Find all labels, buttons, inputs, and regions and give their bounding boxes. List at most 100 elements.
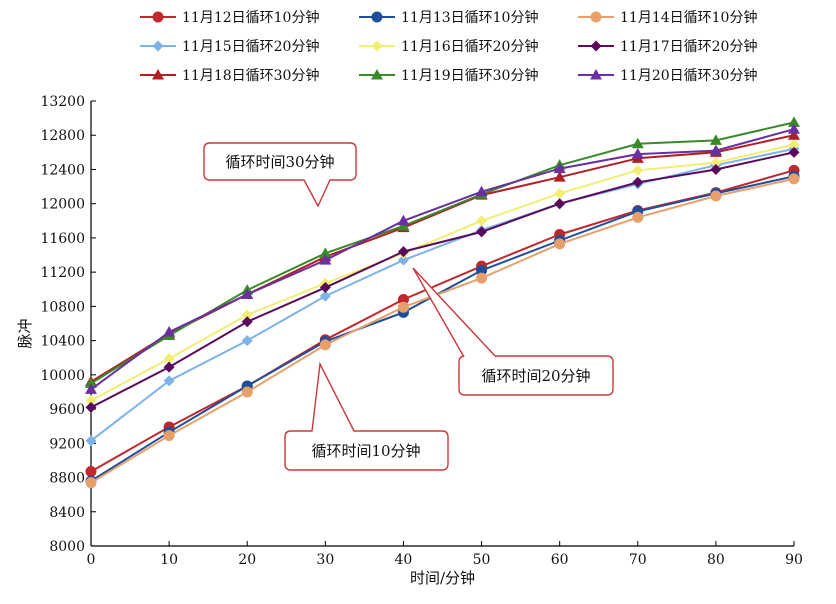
y-tick-label: 12000 xyxy=(40,197,85,213)
legend: 11月12日循环10分钟 11月13日循环10分钟 11月14日循环10分钟 11月1… xyxy=(140,9,757,84)
series-layer xyxy=(85,116,800,489)
y-tick-label: 13200 xyxy=(40,94,85,110)
x-axis-title: 时间/分钟 xyxy=(410,569,475,587)
callout-20min-text: 循环时间20分钟 xyxy=(481,367,590,385)
data-point xyxy=(85,466,97,478)
data-point xyxy=(788,139,800,151)
y-tick-label: 10400 xyxy=(40,334,85,350)
data-point xyxy=(788,116,800,127)
data-point xyxy=(553,162,566,174)
series-line xyxy=(90,143,795,402)
callout-10min: 循环时间10分钟 xyxy=(284,361,449,471)
data-point xyxy=(476,215,488,227)
data-point xyxy=(241,309,253,321)
x-tick-label: 70 xyxy=(629,552,647,568)
data-point xyxy=(397,246,409,258)
y-tick-label: 8400 xyxy=(49,505,85,521)
data-point xyxy=(476,272,488,284)
legend-swatch-marker xyxy=(152,11,164,23)
legend-swatch-marker xyxy=(371,69,383,80)
legend-item: 11月20日循环30分钟 xyxy=(578,67,757,84)
data-point xyxy=(476,226,488,238)
data-point xyxy=(163,326,176,337)
data-point xyxy=(241,386,253,398)
data-point xyxy=(163,361,175,373)
data-point xyxy=(788,123,800,134)
data-point xyxy=(788,129,800,140)
legend-label: 11月17日循环20分钟 xyxy=(620,38,757,55)
data-point xyxy=(709,144,722,156)
data-point xyxy=(319,247,332,258)
series-5 xyxy=(85,139,800,407)
data-point xyxy=(632,211,644,223)
legend-item: 11月18日循环30分钟 xyxy=(140,67,319,84)
series-3 xyxy=(85,173,800,489)
legend-item: 11月12日循环10分钟 xyxy=(140,9,319,26)
data-point xyxy=(631,137,644,149)
data-point xyxy=(85,477,97,489)
x-tick-label: 80 xyxy=(707,552,725,568)
legend-swatch-marker xyxy=(371,40,383,52)
y-tick-label: 10000 xyxy=(40,368,85,384)
legend-item: 11月13日循环10分钟 xyxy=(359,9,538,26)
y-tick-label: 12400 xyxy=(40,162,85,178)
y-tick-label: 12800 xyxy=(40,128,85,144)
series-line xyxy=(90,175,795,482)
legend-swatch-marker xyxy=(371,11,383,23)
series-4 xyxy=(85,143,800,447)
data-point xyxy=(241,288,254,299)
data-point xyxy=(554,187,566,199)
legend-label: 11月20日循环30分钟 xyxy=(620,67,757,84)
legend-swatch-marker xyxy=(152,69,164,80)
data-point xyxy=(163,375,175,387)
data-point xyxy=(553,171,566,182)
y-axis-ticks: 8000 8400 8800 9200 9600 10000 10400 10800 11200… xyxy=(40,94,96,555)
data-point xyxy=(710,163,722,175)
callout-30min-text: 循环时间30分钟 xyxy=(225,153,334,171)
data-point xyxy=(554,238,566,250)
callout-20min: 循环时间20分钟 xyxy=(412,267,614,396)
data-point xyxy=(632,164,644,176)
y-tick-label: 11600 xyxy=(40,231,85,247)
data-point xyxy=(163,430,175,442)
legend-label: 11月12日循环10分钟 xyxy=(182,9,319,26)
legend-label: 11月16日循环20分钟 xyxy=(401,38,538,55)
legend-label: 11月18日循环30分钟 xyxy=(182,67,319,84)
x-axis-ticks: 0 10 20 30 40 50 60 70 80 90 xyxy=(87,541,803,568)
legend-label: 11月13日循环10分钟 xyxy=(401,9,538,26)
series-9 xyxy=(85,123,800,394)
y-tick-label: 9200 xyxy=(49,436,85,452)
data-point xyxy=(710,157,722,169)
data-point xyxy=(163,353,175,365)
y-tick-label: 8000 xyxy=(49,539,85,555)
x-tick-label: 90 xyxy=(785,552,803,568)
legend-label: 11月14日循环10分钟 xyxy=(620,9,757,26)
data-point xyxy=(554,198,566,210)
data-point xyxy=(631,148,644,159)
x-tick-label: 40 xyxy=(395,552,413,568)
legend-item: 11月14日循环10分钟 xyxy=(578,9,757,26)
data-point xyxy=(710,190,722,202)
legend-swatch-marker xyxy=(590,69,602,80)
data-point xyxy=(788,146,800,158)
data-point xyxy=(397,301,409,313)
series-line xyxy=(90,151,795,409)
plot-area: 8000840088009200960010000104001080011200… xyxy=(40,94,802,568)
series-7 xyxy=(85,129,800,387)
legend-item: 11月15日循环20分钟 xyxy=(140,38,319,55)
data-point xyxy=(319,339,331,351)
legend-label: 11月19日循环30分钟 xyxy=(401,67,538,84)
series-6 xyxy=(85,146,800,413)
data-point xyxy=(85,401,97,413)
data-point xyxy=(85,435,97,447)
legend-item: 11月16日循环20分钟 xyxy=(359,38,538,55)
data-point xyxy=(475,185,488,197)
legend-label: 11月15日循环20分钟 xyxy=(182,38,319,55)
y-tick-label: 9600 xyxy=(49,402,85,418)
x-tick-label: 50 xyxy=(473,552,491,568)
x-tick-label: 10 xyxy=(160,552,178,568)
data-point xyxy=(788,173,800,185)
data-point xyxy=(85,377,97,388)
series-line xyxy=(90,177,795,484)
